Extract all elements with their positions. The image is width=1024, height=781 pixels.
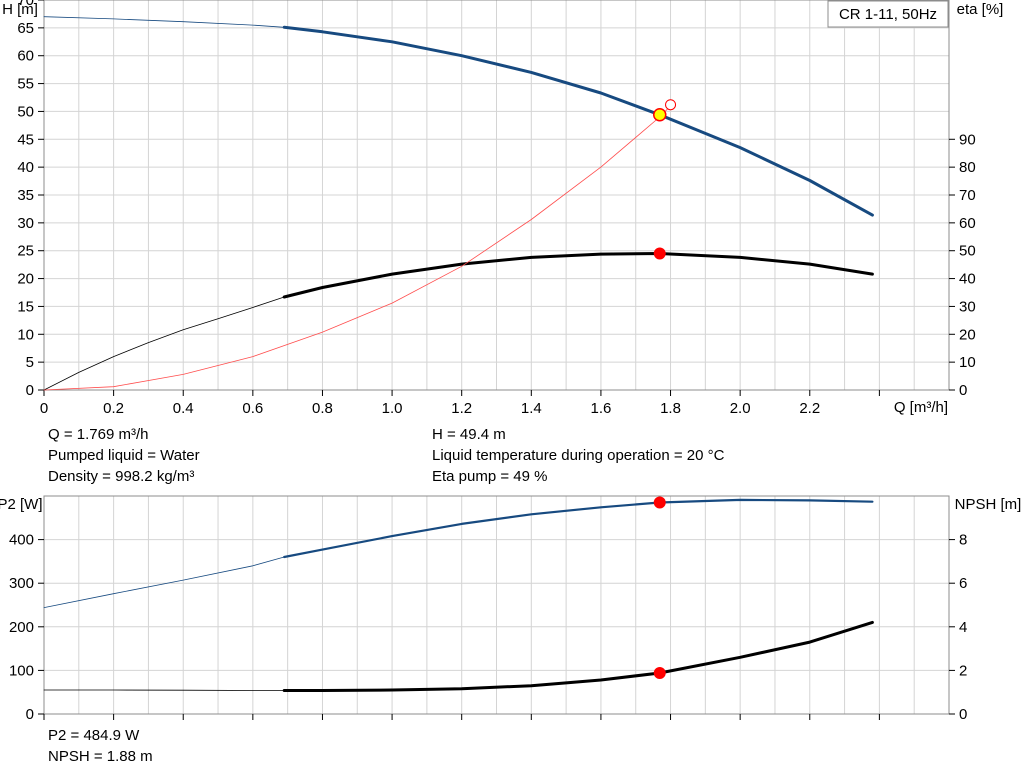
bottom-chart-frame: [43, 495, 950, 715]
top-head-extended-line: [43, 16, 285, 28]
top-x-tick-label: 0.2: [103, 400, 124, 417]
info-npsh: NPSH = 1.88 m: [48, 748, 153, 765]
bottom-chart-series: [43, 498, 874, 692]
bottom-left-tick-label: 300: [9, 575, 34, 592]
top-x-tick-label: 1.4: [521, 400, 542, 417]
top-head-line: [282, 25, 874, 217]
bottom-operating-point-marker: [653, 496, 666, 509]
bottom-right-tick-label: 4: [959, 619, 967, 636]
top-chart-series: [43, 16, 874, 391]
bottom-npsh-line: [282, 620, 874, 692]
top-right-tick-label: 20: [959, 326, 976, 343]
top-x-tick-label: 1.8: [660, 400, 681, 417]
top-right-tick-label: 50: [959, 243, 976, 260]
top-x-tick-label: 0: [40, 400, 48, 417]
info-density: Density = 998.2 kg/m³: [48, 468, 194, 485]
bottom-npsh-extended-line: [43, 689, 285, 691]
top-left-tick-label: 55: [17, 76, 34, 93]
top-power-in-h-extended-line: [43, 296, 285, 391]
bottom-left-tick-label: 200: [9, 619, 34, 636]
bottom-p2-extended-line: [43, 556, 285, 608]
top-left-tick-label: 40: [17, 159, 34, 176]
info-eta: Eta pump = 49 %: [432, 468, 548, 485]
top-right-tick-label: 30: [959, 298, 976, 315]
bottom-chart-markers: [653, 496, 666, 680]
info-h: H = 49.4 m: [432, 426, 506, 443]
top-x-tick-label: 0.6: [242, 400, 263, 417]
eta-max-marker: [665, 99, 677, 111]
top-eta-line: [43, 105, 671, 391]
top-operating-point-marker: [653, 247, 666, 260]
info-q: Q = 1.769 m³/h: [48, 426, 148, 443]
top-right-tick-label: 80: [959, 159, 976, 176]
top-x-tick-label: 0.8: [312, 400, 333, 417]
top-left-tick-label: 20: [17, 271, 34, 288]
top-chart-ticks: 0 5 10 15 20 25 30 35 40 45 50 55 60 65 70 0 10 20 30 40 50 6…: [17, 0, 976, 417]
top-x-tick-label: 1.0: [382, 400, 403, 417]
bottom-right-tick-label: 0: [959, 706, 967, 723]
top-left-tick-label: 25: [17, 243, 34, 260]
top-left-tick-label: 5: [26, 354, 34, 371]
top-right-tick-label: 40: [959, 271, 976, 288]
top-right-tick-label: 60: [959, 215, 976, 232]
top-left-tick-label: 70: [17, 0, 34, 9]
top-chart-markers: [652, 99, 677, 260]
top-left-tick-label: 50: [17, 103, 34, 120]
bottom-left-tick-label: 100: [9, 662, 34, 679]
top-right-tick-label: 0: [959, 382, 967, 399]
top-right-tick-label: 10: [959, 354, 976, 371]
title-box: [827, 0, 949, 28]
top-right-tick-label: 70: [959, 187, 976, 204]
info-p2: P2 = 484.9 W: [48, 727, 140, 744]
top-x-tick-label: 1.2: [451, 400, 472, 417]
top-x-tick-label: 2.0: [730, 400, 751, 417]
top-left-tick-label: 15: [17, 298, 34, 315]
info-liquid: Pumped liquid = Water: [48, 447, 200, 464]
top-left-tick-label: 45: [17, 131, 34, 148]
q-axis-label: Q [m³/h]: [894, 399, 948, 416]
h-axis-label: H [m]: [2, 1, 38, 18]
top-power-in-h-line: [282, 252, 874, 299]
bottom-right-tick-label: 6: [959, 575, 967, 592]
top-x-tick-label: 1.6: [590, 400, 611, 417]
title-box-text: CR 1-11, 50Hz: [839, 6, 937, 23]
top-left-tick-label: 60: [17, 48, 34, 65]
top-x-tick-label: 2.2: [799, 400, 820, 417]
bottom-left-tick-label: 400: [9, 532, 34, 549]
bottom-chart-ticks: 0 100 200 300 400 0 2 4 6 8: [9, 532, 967, 723]
top-right-tick-label: 90: [959, 131, 976, 148]
eta-axis-label: eta [%]: [957, 1, 1004, 18]
bottom-right-tick-label: 2: [959, 662, 967, 679]
info-temperature: Liquid temperature during operation = 20…: [432, 447, 725, 464]
duty-point-marker: [652, 108, 667, 122]
p2-axis-label: P2 [W]: [0, 496, 43, 513]
top-left-tick-label: 35: [17, 187, 34, 204]
top-chart-grid: [44, 0, 949, 390]
bottom-p2-line: [283, 498, 874, 559]
bottom-right-tick-label: 8: [959, 532, 967, 549]
bottom-chart-grid: [44, 496, 949, 714]
top-left-tick-label: 65: [17, 20, 34, 37]
npsh-axis-label: NPSH [m]: [955, 496, 1022, 513]
top-x-tick-label: 0.4: [173, 400, 194, 417]
top-left-tick-label: 0: [26, 382, 34, 399]
bottom-left-tick-label: 0: [26, 706, 34, 723]
top-left-tick-label: 30: [17, 215, 34, 232]
top-left-tick-label: 10: [17, 326, 34, 343]
bottom-operating-point-marker: [653, 667, 666, 680]
